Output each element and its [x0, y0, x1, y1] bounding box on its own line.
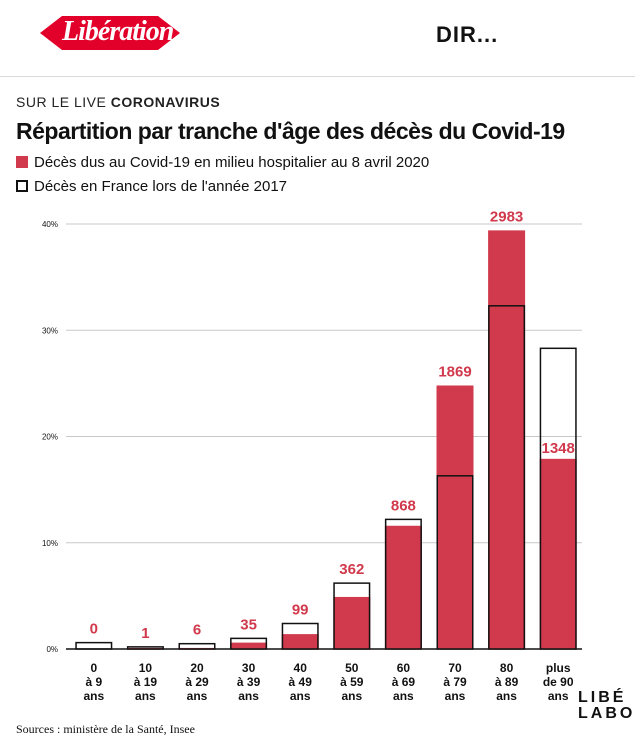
- brand-line-1: LIBÉ: [578, 689, 627, 706]
- bar-2017: [75, 641, 113, 650]
- bar-covid: [488, 230, 526, 649]
- x-tick-label: ans: [341, 689, 362, 703]
- x-tick-label: plus: [546, 661, 571, 675]
- x-tick-label: ans: [393, 689, 414, 703]
- legend-label-2017: Décès en France lors de l'année 2017: [34, 178, 288, 195]
- x-tick-label: 0: [90, 661, 97, 675]
- bar-covid: [539, 458, 577, 649]
- bar-covid: [436, 385, 474, 649]
- x-tick-label: ans: [496, 689, 517, 703]
- x-tick-label: à 79: [443, 675, 467, 689]
- bar-2017: [281, 622, 319, 650]
- x-tick-label: à 49: [289, 675, 313, 689]
- x-tick-label: ans: [290, 689, 311, 703]
- x-tick-label: à 9: [85, 675, 102, 689]
- x-tick-label: de 90: [543, 675, 574, 689]
- x-tick-label: ans: [83, 689, 104, 703]
- source-note: Sources : ministère de la Santé, Insee: [16, 722, 195, 736]
- bar-2017: [178, 642, 216, 650]
- x-tick-label: à 89: [495, 675, 519, 689]
- legend-swatch-red: [16, 156, 28, 168]
- y-tick-label: 30%: [42, 326, 58, 335]
- header-right-text[interactable]: DIR...: [436, 22, 499, 47]
- x-tick-label: 50: [345, 661, 359, 675]
- liberation-logo[interactable]: Libération: [62, 16, 174, 47]
- bar-2017: [488, 305, 526, 650]
- brand-line-2: LABO: [578, 705, 635, 722]
- legend-swatch-outline: [16, 180, 28, 192]
- bar-2017: [539, 347, 577, 650]
- bar-2017: [436, 475, 474, 650]
- legend-label-covid: Décès dus au Covid-19 en milieu hospital…: [34, 154, 430, 171]
- value-label: 1348: [542, 440, 575, 457]
- chart-title: Répartition par tranche d'âge des décès …: [16, 118, 565, 144]
- legend-item-covid: Décès dus au Covid-19 en milieu hospital…: [16, 154, 429, 171]
- x-tick-label: à 59: [340, 675, 364, 689]
- x-tick-label: 80: [500, 661, 514, 675]
- bar-2017: [333, 582, 371, 650]
- value-label: 1869: [438, 364, 471, 381]
- x-tick-label: ans: [548, 689, 569, 703]
- y-tick-label: 40%: [42, 220, 58, 229]
- x-tick-label: à 29: [185, 675, 209, 689]
- bar-covid: [384, 525, 422, 649]
- site-header: Libération DIR...: [0, 0, 635, 77]
- x-tick-label: à 69: [392, 675, 416, 689]
- x-tick-label: ans: [135, 689, 156, 703]
- x-tick-label: à 39: [237, 675, 261, 689]
- value-label: 362: [339, 561, 364, 578]
- value-label: 0: [90, 621, 98, 638]
- y-tick-label: 20%: [42, 433, 58, 442]
- value-label: 6: [193, 622, 201, 639]
- x-tick-label: ans: [238, 689, 259, 703]
- x-tick-label: 60: [397, 661, 411, 675]
- live-topic[interactable]: CORONAVIRUS: [110, 94, 221, 110]
- x-tick-label: 30: [242, 661, 256, 675]
- bar-2017: [230, 637, 268, 650]
- y-tick-label: 0%: [46, 645, 58, 654]
- value-label: 868: [391, 497, 416, 514]
- bar-2017: [384, 518, 422, 650]
- bar-covid: [230, 642, 268, 649]
- value-label: 1: [141, 625, 149, 642]
- value-label: 35: [240, 616, 257, 633]
- x-tick-label: 20: [190, 661, 204, 675]
- bar-covid: [281, 634, 319, 649]
- libe-labo-brand: LIBÉ LABO: [578, 690, 635, 722]
- bar-2017: [126, 646, 164, 650]
- x-tick-label: 40: [294, 661, 308, 675]
- liberation-logo-shape[interactable]: [40, 14, 180, 52]
- live-prefix: SUR LE LIVE: [16, 94, 107, 110]
- legend-item-2017: Décès en France lors de l'année 2017: [16, 178, 287, 195]
- live-breadcrumb[interactable]: SUR LE LIVE CORONAVIRUS: [16, 94, 220, 110]
- x-tick-label: à 19: [134, 675, 158, 689]
- x-tick-label: ans: [445, 689, 466, 703]
- value-label: 2983: [490, 208, 523, 225]
- x-tick-label: 70: [448, 661, 462, 675]
- x-tick-label: 10: [139, 661, 153, 675]
- bar-covid: [333, 596, 371, 649]
- y-tick-label: 10%: [42, 539, 58, 548]
- value-label: 99: [292, 602, 309, 619]
- x-tick-label: ans: [187, 689, 208, 703]
